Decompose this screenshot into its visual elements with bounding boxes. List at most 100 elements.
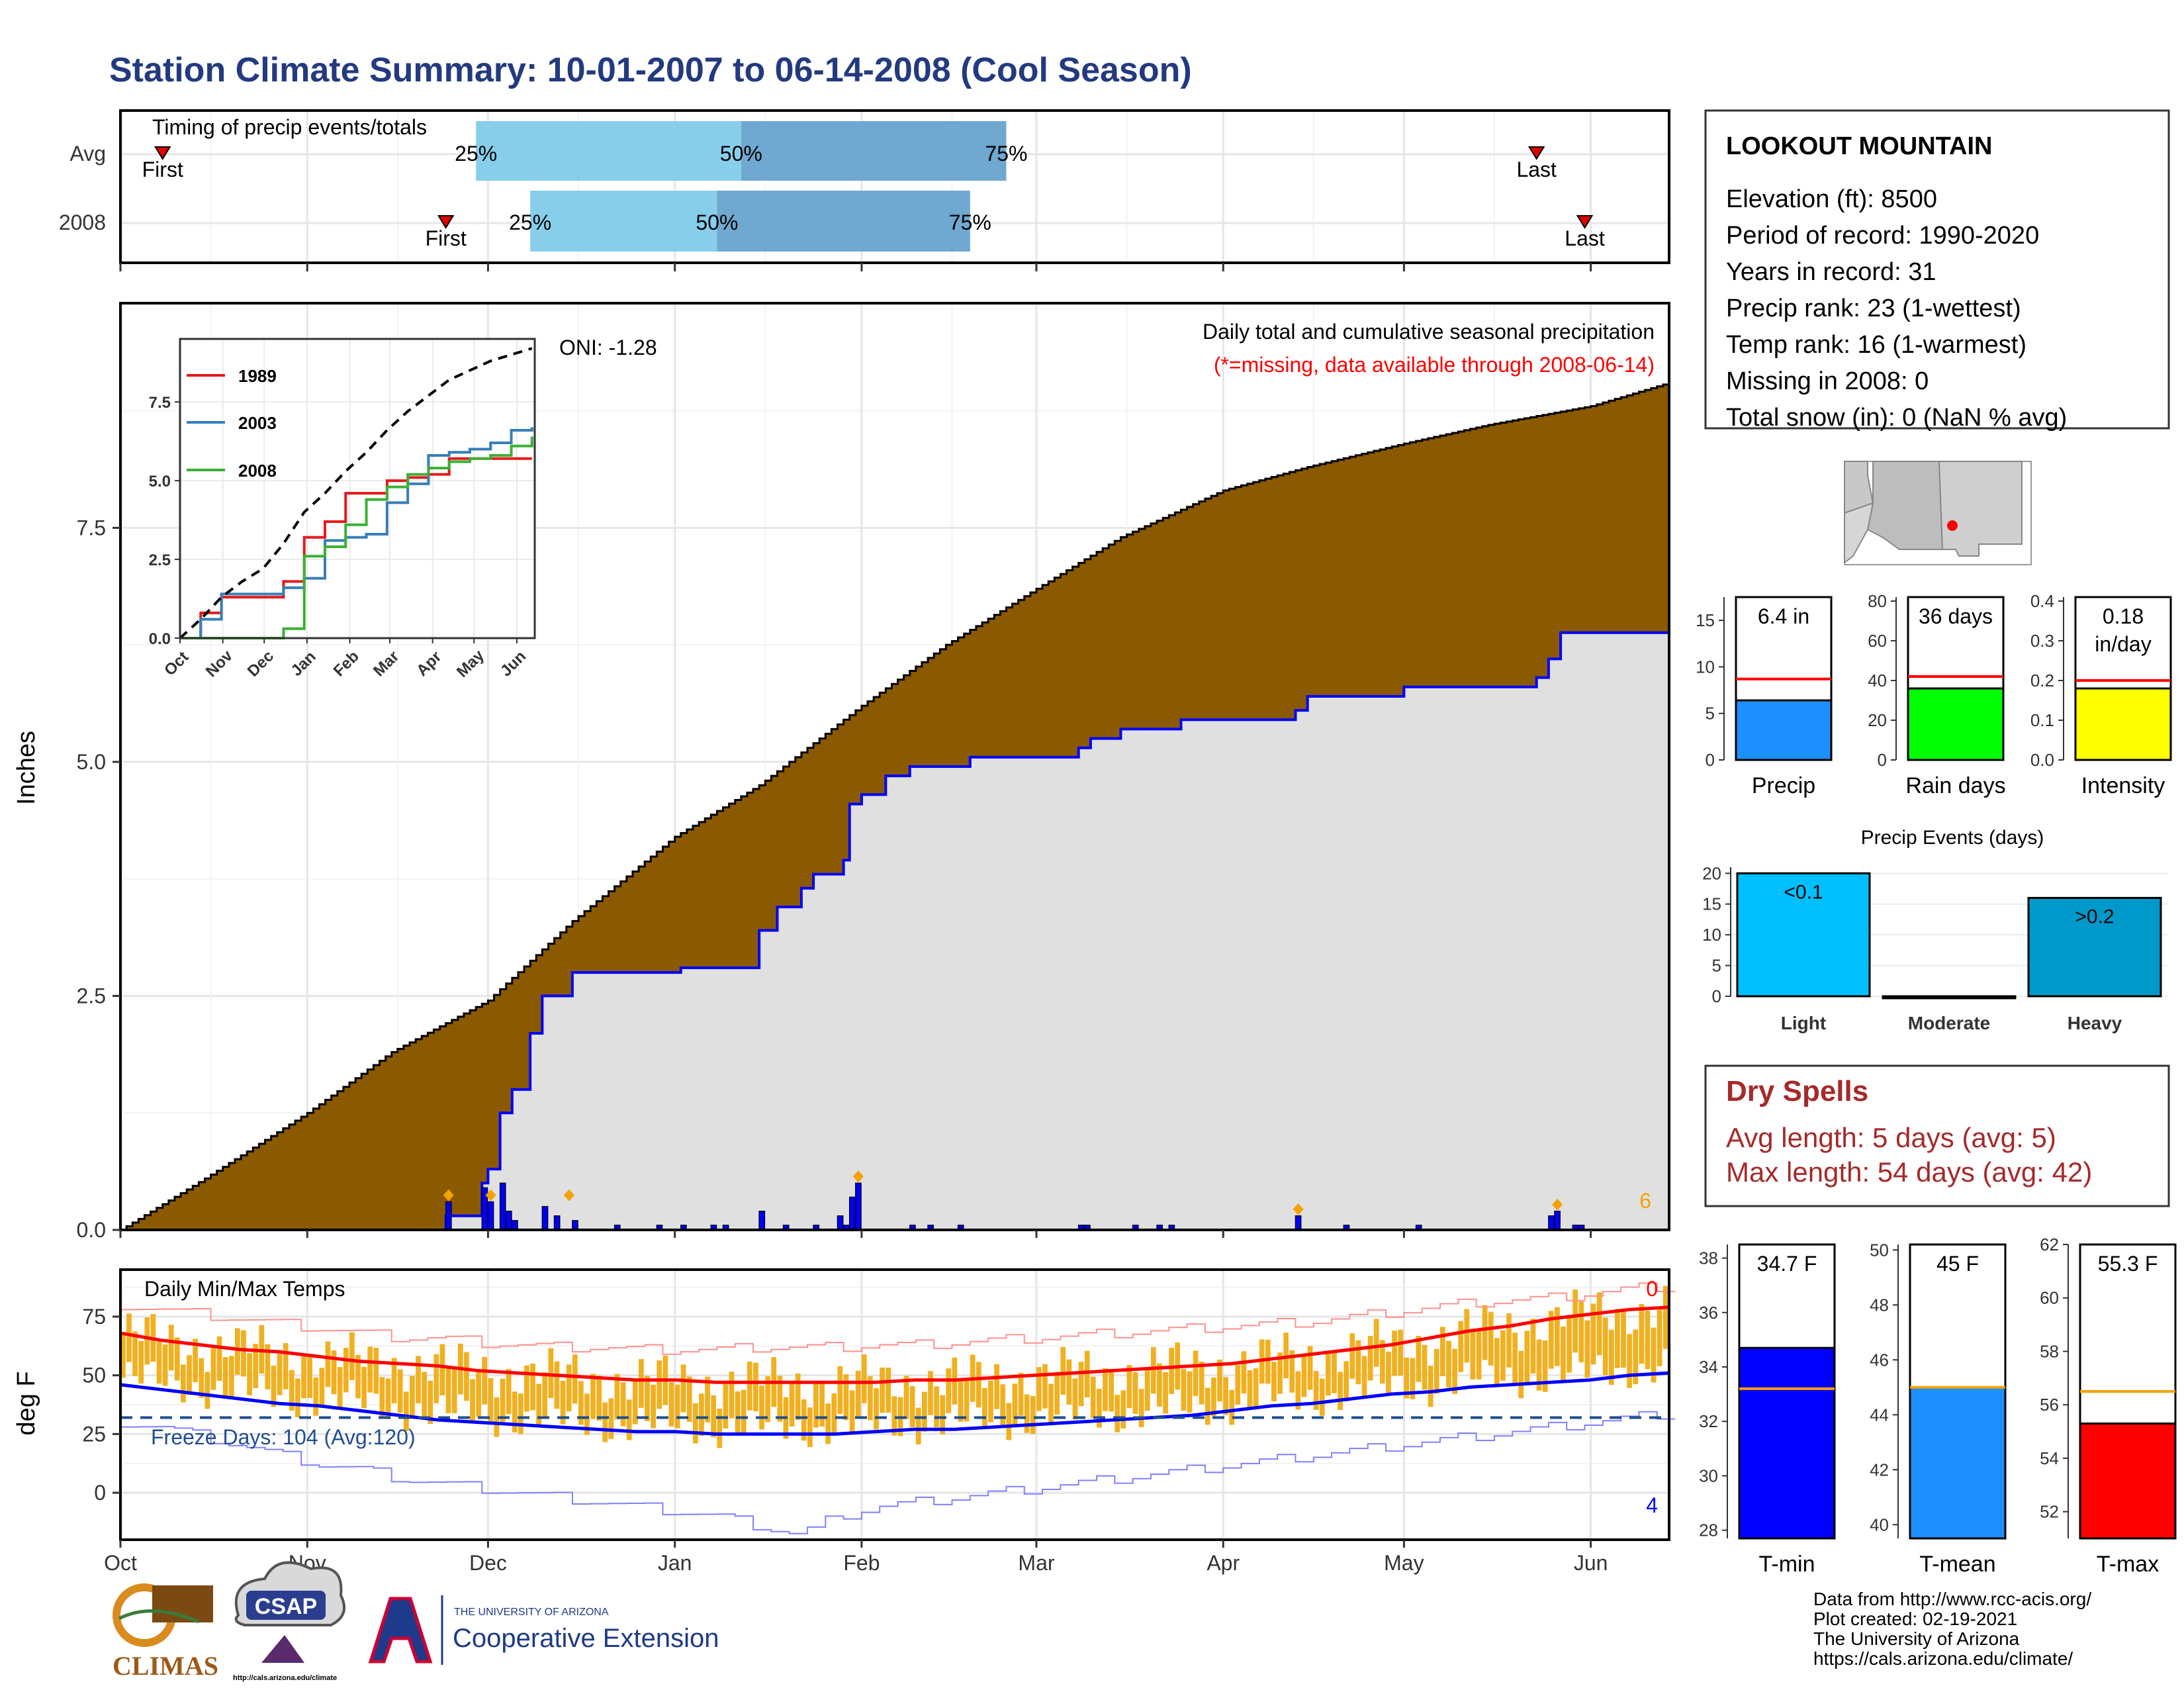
temp-daily-bar [1633, 1329, 1639, 1385]
events-category-label-Light: Light [1781, 1013, 1826, 1033]
temp-daily-bar [705, 1376, 710, 1423]
temp-x-tick-label: Apr [1206, 1551, 1240, 1575]
summary-y-tick-label: 36 [1699, 1303, 1718, 1323]
ua-small-text: THE UNIVERSITY OF ARIZONA [454, 1607, 609, 1618]
temp-daily-bar [578, 1381, 584, 1425]
summary-y-tick-label: 0.1 [2030, 710, 2054, 730]
temp-daily-bar [1024, 1394, 1030, 1433]
summary-y-tick-label: 0.0 [2030, 750, 2054, 770]
temp-daily-bar [120, 1333, 126, 1378]
temp-daily-bar [1138, 1389, 1144, 1427]
timing-last-marker-y2008 [1576, 215, 1594, 229]
temp-daily-bar [861, 1354, 867, 1403]
temp-daily-bar [825, 1403, 831, 1444]
arizona-a-icon [368, 1597, 433, 1664]
events-y-tick-label: 15 [1702, 894, 1721, 914]
temp-daily-bar [307, 1354, 312, 1398]
temp-daily-bar [1332, 1350, 1337, 1393]
summary-y-tick-label: 44 [1870, 1405, 1889, 1425]
timing-title: Timing of precip events/totals [152, 115, 427, 139]
summary-bar-T-max [2079, 1422, 2177, 1540]
temp-daily-bar [512, 1391, 518, 1432]
temp-daily-bar [1476, 1329, 1482, 1380]
summary-bar-Intensity [2074, 687, 2172, 761]
temp-daily-bar [1217, 1359, 1222, 1401]
temp-y-label: deg F [13, 1371, 40, 1435]
ua-big-text: Cooperative Extension [453, 1624, 719, 1653]
precip-frame [119, 302, 1670, 1231]
events-bar-Moderate [1882, 995, 2017, 1000]
event-marker [443, 1189, 454, 1201]
temp-daily-bar [1458, 1321, 1464, 1372]
climas-logo-text: CLIMAS [113, 1651, 218, 1681]
footer-data-source: Data from http://www.rcc-acis.org/ [1813, 1589, 2091, 1609]
temp-daily-bar [1109, 1368, 1114, 1412]
temp-daily-bar [1265, 1339, 1271, 1384]
cumulative-2008-line [444, 631, 1669, 1230]
temp-daily-bar [747, 1361, 752, 1411]
temp-daily-bar [253, 1344, 259, 1389]
events-bar-Heavy [2027, 896, 2162, 998]
temp-daily-bar [602, 1402, 608, 1442]
temp-daily-bar [645, 1376, 650, 1422]
temp-daily-bar [205, 1372, 210, 1409]
events-title: Precip Events (days) [1861, 827, 2044, 849]
daily-precip-bar [445, 1201, 452, 1231]
daily-precip-bar [505, 1210, 512, 1231]
dry-spells-avg: Avg length: 5 days (avg: 5) [1726, 1122, 2056, 1153]
temp-daily-bar [909, 1385, 915, 1428]
temp-daily-bar [1048, 1383, 1054, 1425]
summary-category-label-T-max: T-max [2097, 1552, 2159, 1577]
temp-daily-bar [1500, 1330, 1506, 1381]
temp-daily-bar [1379, 1340, 1385, 1384]
temp-daily-bar [1615, 1309, 1620, 1368]
temp-daily-bar [657, 1360, 662, 1409]
footer-university: The University of Arizona [1813, 1628, 2020, 1649]
temp-daily-bar [500, 1378, 506, 1423]
temp-daily-bar [813, 1383, 819, 1428]
timing-row-label-2008: 2008 [59, 211, 106, 234]
temp-daily-bar [614, 1374, 620, 1420]
timing-bar-q2-y2008 [530, 191, 717, 252]
temp-daily-bar [1301, 1355, 1307, 1397]
temp-daily-bar [1464, 1309, 1470, 1363]
inset-x-tick-label: Feb [330, 647, 363, 680]
temp-daily-bar [1627, 1334, 1633, 1388]
temp-daily-bar [397, 1369, 403, 1413]
temp-daily-bar [518, 1393, 523, 1434]
temp-daily-bar [1012, 1383, 1018, 1425]
temp-daily-bar [1000, 1384, 1006, 1425]
temp-daily-bar [982, 1387, 987, 1429]
temp-daily-bar [187, 1355, 192, 1395]
temp-top-count: 0 [1646, 1277, 1658, 1301]
summary-y-tick-label: 10 [1696, 657, 1715, 677]
timing-bar-q3-y2008 [717, 191, 970, 252]
temp-daily-bar [193, 1338, 198, 1382]
temp-daily-bar [717, 1409, 723, 1448]
temp-daily-bar [1518, 1350, 1524, 1399]
temp-daily-bar [379, 1377, 385, 1418]
temp-daily-bar [174, 1337, 180, 1381]
timing-frame [119, 109, 1670, 264]
temp-daily-bar [1530, 1319, 1536, 1374]
temp-daily-bar [1283, 1333, 1289, 1378]
timing-p25-label-avg: 25% [455, 142, 497, 165]
summary-y-tick-label: 0.4 [2030, 591, 2054, 611]
temp-daily-bar [488, 1378, 494, 1422]
temp-daily-bar [1548, 1311, 1554, 1369]
inset-x-tick-label: Dec [244, 647, 277, 680]
temp-daily-bar [1542, 1340, 1548, 1392]
summary-y-tick-label: 34 [1699, 1357, 1718, 1377]
timing-p75-label-y2008: 75% [949, 211, 991, 234]
location-map [1844, 461, 2032, 565]
station-precip-rank: Precip rank: 23 (1-wettest) [1726, 295, 2021, 322]
inset-series-average [179, 347, 533, 639]
temp-daily-bar [891, 1396, 897, 1436]
inset-series-2003 [180, 427, 533, 639]
temp-daily-bar [964, 1379, 970, 1422]
summary-y-tick-label: 60 [1868, 631, 1887, 651]
temp-daily-bar [1392, 1331, 1397, 1376]
temp-daily-bar [138, 1340, 144, 1384]
temp-daily-bar [289, 1370, 295, 1411]
